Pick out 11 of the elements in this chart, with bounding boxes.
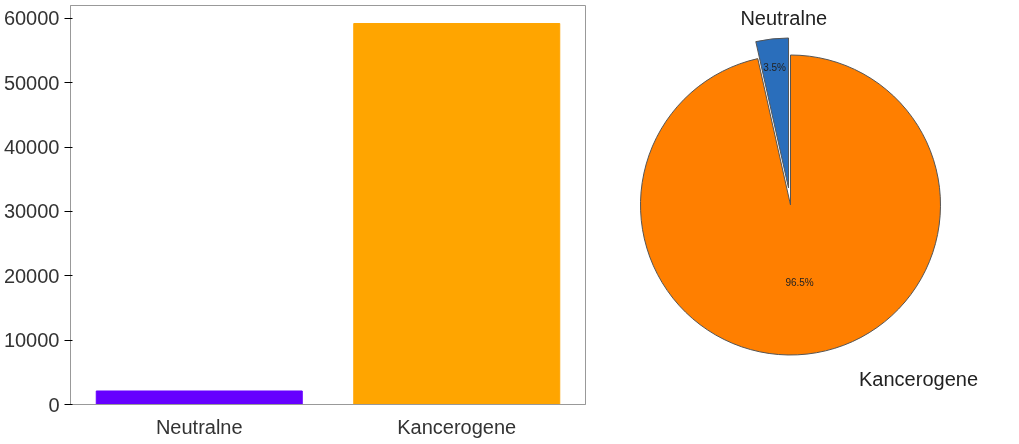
data-label: 96.5% bbox=[785, 277, 814, 289]
slice-label: Kancerogene bbox=[859, 367, 978, 390]
y-tick-label: 0 bbox=[48, 393, 60, 416]
slice-label: Neutralne bbox=[740, 7, 828, 30]
y-tick-label: 40000 bbox=[3, 136, 60, 159]
y-tick-label: 30000 bbox=[3, 200, 60, 223]
data-label: 3.5% bbox=[763, 62, 787, 74]
y-tick-label: 10000 bbox=[3, 329, 60, 352]
y-tick-label: 20000 bbox=[3, 264, 60, 287]
y-tick-label: 50000 bbox=[3, 71, 60, 94]
y-tick-label: 60000 bbox=[3, 7, 60, 30]
